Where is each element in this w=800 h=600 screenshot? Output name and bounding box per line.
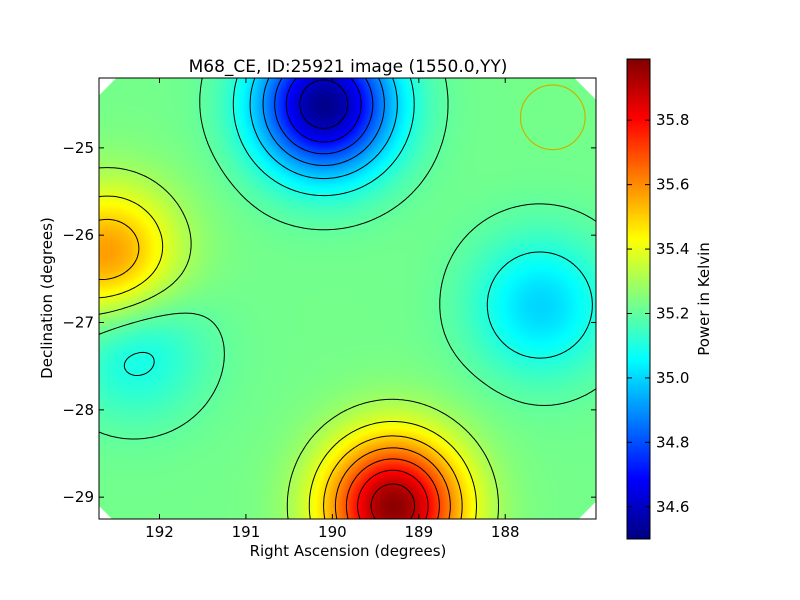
contour-line-10 bbox=[334, 447, 451, 519]
colorbar-ticks: 34.6 34.8 35.0 35.2 35.4 35.6 35.8 bbox=[627, 111, 689, 516]
beam-circle-marker bbox=[519, 84, 586, 151]
colorbar-tick-label: 34.8 bbox=[656, 433, 689, 451]
contour-line-2 bbox=[274, 78, 374, 155]
colorbar-label: Power in Kelvin bbox=[695, 242, 713, 356]
x-tick-label: 192 bbox=[145, 523, 174, 541]
x-tick-label: 189 bbox=[404, 523, 433, 541]
contour-lines bbox=[99, 78, 596, 519]
y-tick-label: −29 bbox=[62, 488, 94, 506]
chart-title: M68_CE, ID:25921 image (1550.0,YY) bbox=[189, 57, 508, 77]
y-tick-label: −27 bbox=[62, 314, 94, 332]
colorbar-tick-label: 35.4 bbox=[656, 240, 689, 258]
contour-line-6 bbox=[99, 78, 596, 440]
contour-line-7 bbox=[99, 167, 499, 519]
y-axis-label: Declination (degrees) bbox=[38, 217, 56, 379]
y-tick-label: −25 bbox=[62, 139, 94, 157]
colorbar-tick-label: 35.2 bbox=[656, 304, 689, 322]
colorbar-tick-label: 35.0 bbox=[656, 369, 689, 387]
contour-line-1 bbox=[285, 78, 362, 143]
heatmap-region bbox=[99, 78, 596, 519]
contour-line-13 bbox=[370, 483, 416, 519]
contour-line-8 bbox=[99, 195, 477, 519]
x-axis-ticks: 192 191 190 189 188 bbox=[145, 78, 520, 541]
contour-line-9 bbox=[99, 218, 463, 519]
contour-line-5 bbox=[123, 78, 593, 376]
x-tick-label: 191 bbox=[232, 523, 261, 541]
contour-line-3 bbox=[262, 78, 385, 166]
contour-line-0 bbox=[299, 79, 349, 129]
contour-line-4 bbox=[249, 78, 398, 180]
x-tick-label: 188 bbox=[491, 523, 520, 541]
colorbar-tick-label: 34.6 bbox=[656, 498, 689, 516]
colorbar-tick-label: 35.8 bbox=[656, 111, 689, 129]
heatmap-image bbox=[99, 78, 596, 519]
y-tick-label: −28 bbox=[62, 401, 94, 419]
y-axis-ticks: −25 −26 −27 −28 −29 bbox=[62, 139, 596, 506]
contour-line-11 bbox=[345, 458, 440, 519]
x-tick-label: 190 bbox=[318, 523, 347, 541]
colorbar bbox=[626, 58, 651, 540]
y-tick-label: −26 bbox=[62, 226, 94, 244]
contour-line-12 bbox=[357, 469, 429, 519]
plot-frame bbox=[98, 77, 597, 520]
x-axis-label: Right Ascension (degrees) bbox=[250, 542, 447, 560]
colorbar-tick-label: 35.6 bbox=[656, 176, 689, 194]
